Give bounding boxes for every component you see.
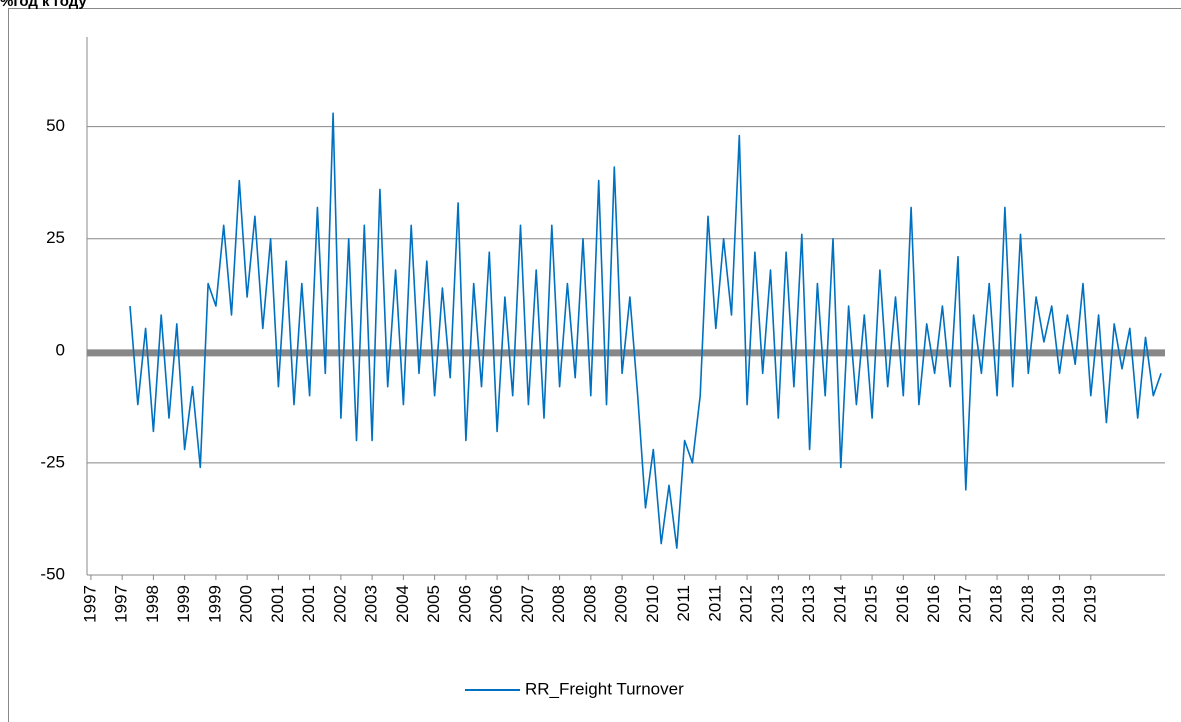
x-tick-label: 2005 [424, 585, 443, 623]
x-tick-label: 2011 [674, 585, 693, 622]
x-tick-label: 2000 [237, 585, 256, 623]
x-tick-label: 2013 [799, 585, 818, 623]
y-tick-label: 0 [56, 340, 65, 359]
x-tick-label: 2009 [612, 585, 631, 623]
x-tick-label: 2019 [1080, 585, 1099, 623]
chart-frame [8, 8, 1181, 722]
y-tick-label: 25 [46, 228, 65, 247]
x-tick-label: 2001 [299, 585, 318, 623]
x-tick-label: 2016 [893, 585, 912, 623]
x-tick-label: 2015 [862, 585, 881, 623]
x-tick-label: 2016 [924, 585, 943, 623]
x-tick-label: 2002 [330, 585, 349, 623]
x-tick-label: 2011 [705, 585, 724, 622]
x-tick-label: 1998 [143, 585, 162, 623]
x-tick-label: 2014 [830, 585, 849, 623]
x-tick-label: 2010 [643, 585, 662, 623]
x-tick-label: 2004 [393, 585, 412, 623]
y-tick-label: 50 [46, 116, 65, 135]
x-tick-label: 2018 [1018, 585, 1037, 623]
x-tick-label: 2008 [580, 585, 599, 623]
chart-title: %год к году [0, 0, 87, 10]
x-tick-label: 1999 [174, 585, 193, 623]
legend-label: RR_Freight Turnover [525, 679, 684, 698]
x-tick-label: 2019 [1049, 585, 1068, 623]
y-tick-label: -25 [40, 452, 65, 471]
x-tick-label: 2008 [549, 585, 568, 623]
x-tick-label: 1999 [205, 585, 224, 623]
x-tick-label: 1997 [112, 585, 131, 623]
x-tick-label: 2003 [362, 585, 381, 623]
x-tick-label: 2006 [487, 585, 506, 623]
x-tick-label: 2017 [955, 585, 974, 623]
y-tick-label: -50 [40, 564, 65, 583]
x-tick-label: 2018 [987, 585, 1006, 623]
x-tick-label: 1997 [80, 585, 99, 623]
x-tick-label: 2006 [455, 585, 474, 623]
x-tick-label: 2001 [268, 585, 287, 623]
x-tick-label: 2007 [518, 585, 537, 623]
x-tick-label: 2013 [768, 585, 787, 623]
series-line [129, 112, 1162, 549]
x-tick-label: 2012 [737, 585, 756, 623]
